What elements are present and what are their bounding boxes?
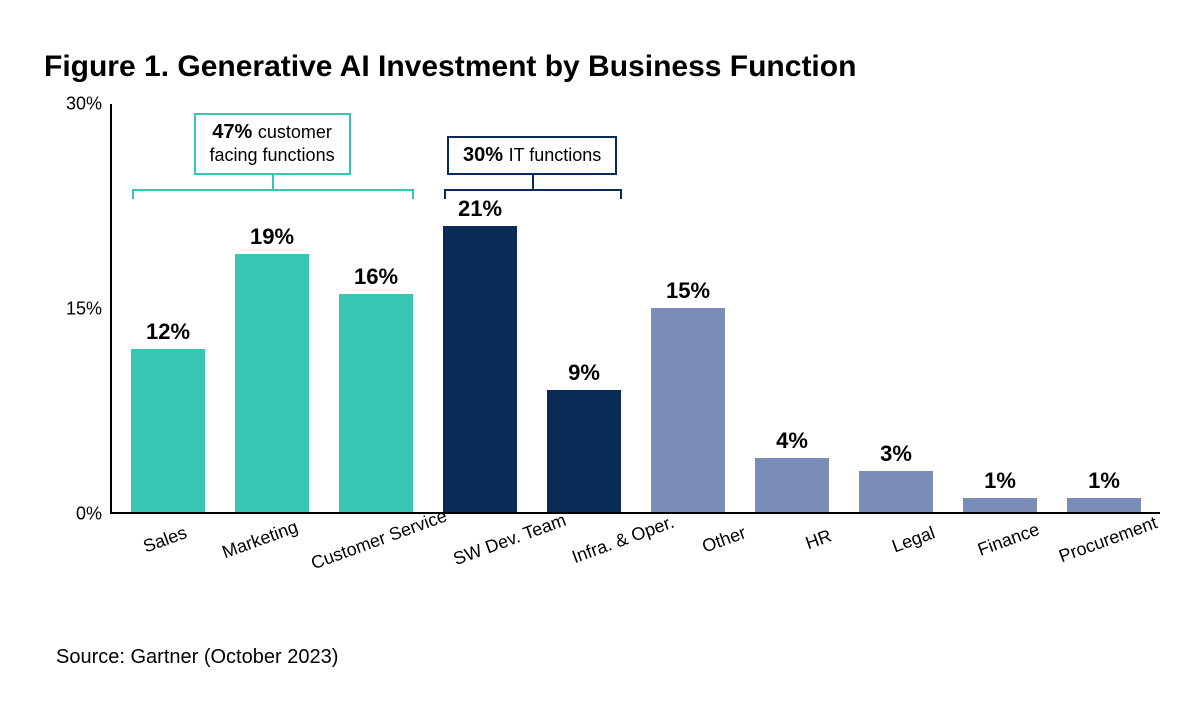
bar-rect [339, 294, 414, 512]
x-label: Finance [975, 519, 1042, 561]
x-label: Marketing [219, 516, 300, 563]
bar-slot: 1% [948, 104, 1052, 512]
x-label-slot: Infra. & Oper. [566, 514, 673, 604]
figure-container: Figure 1. Generative AI Investment by Bu… [0, 0, 1200, 703]
x-label-slot: SW Dev. Team [447, 514, 565, 604]
group-connector [532, 175, 534, 189]
x-label: Infra. & Oper. [569, 512, 677, 568]
x-label: Customer Service [308, 506, 450, 575]
group-callout: 30% IT functions [447, 136, 617, 175]
x-label: Legal [890, 522, 939, 557]
group-bracket [132, 189, 413, 191]
bar-rect [963, 498, 1038, 512]
bar-rect [131, 349, 206, 512]
x-label: Sales [140, 522, 189, 557]
bar-rect [547, 390, 622, 512]
bar-rect [755, 458, 830, 512]
bar-slot: 15% [636, 104, 740, 512]
bar-value-label: 1% [984, 468, 1016, 494]
y-tick: 30% [66, 94, 102, 115]
bar-rect [859, 471, 934, 512]
y-axis: 0%15%30% [40, 104, 110, 604]
bar-value-label: 16% [354, 264, 398, 290]
bar-value-label: 19% [250, 224, 294, 250]
bar-value-label: 9% [568, 360, 600, 386]
bar-value-label: 21% [458, 196, 502, 222]
x-label: HR [803, 526, 835, 555]
bar-rect [443, 226, 518, 512]
x-label-slot: Legal [863, 514, 958, 604]
x-label-slot: Marketing [209, 514, 304, 604]
group-bracket-end [444, 189, 446, 199]
group-bracket-end [620, 189, 622, 199]
bar-rect [1067, 498, 1142, 512]
bar-rect [651, 308, 726, 512]
bar-rect [235, 254, 310, 512]
x-axis-labels: Sales MarketingCustomer ServiceSW Dev. Te… [110, 514, 1160, 604]
x-label-slot: Other [673, 514, 768, 604]
x-label-slot: Customer Service [304, 514, 447, 604]
bar-value-label: 15% [666, 278, 710, 304]
source-line: Source: Gartner (October 2023) [56, 646, 338, 669]
chart: 0%15%30% 12%19%16%21%9%15%4%3%1%1% Sales… [40, 104, 1160, 604]
group-connector [272, 175, 274, 189]
bar-value-label: 3% [880, 441, 912, 467]
bar-slot: 1% [1052, 104, 1156, 512]
group-bracket [444, 189, 621, 191]
y-tick: 15% [66, 299, 102, 320]
x-label-slot: Sales [114, 514, 209, 604]
group-bracket-end [132, 189, 134, 199]
x-label-slot: Procurement [1053, 514, 1156, 604]
x-label-slot: HR [768, 514, 863, 604]
bar-slot: 4% [740, 104, 844, 512]
bar-value-label: 12% [146, 319, 190, 345]
x-label: Other [699, 522, 748, 557]
group-bracket-end [412, 189, 414, 199]
bar-slot: 3% [844, 104, 948, 512]
bar-value-label: 1% [1088, 468, 1120, 494]
y-tick: 0% [76, 504, 102, 525]
x-label-slot: Finance [958, 514, 1053, 604]
figure-title: Figure 1. Generative AI Investment by Bu… [44, 50, 1160, 84]
x-label: SW Dev. Team [451, 510, 569, 570]
group-callout: 47% customerfacing functions [194, 113, 351, 175]
x-label: Procurement [1056, 512, 1160, 567]
bar-value-label: 4% [776, 428, 808, 454]
